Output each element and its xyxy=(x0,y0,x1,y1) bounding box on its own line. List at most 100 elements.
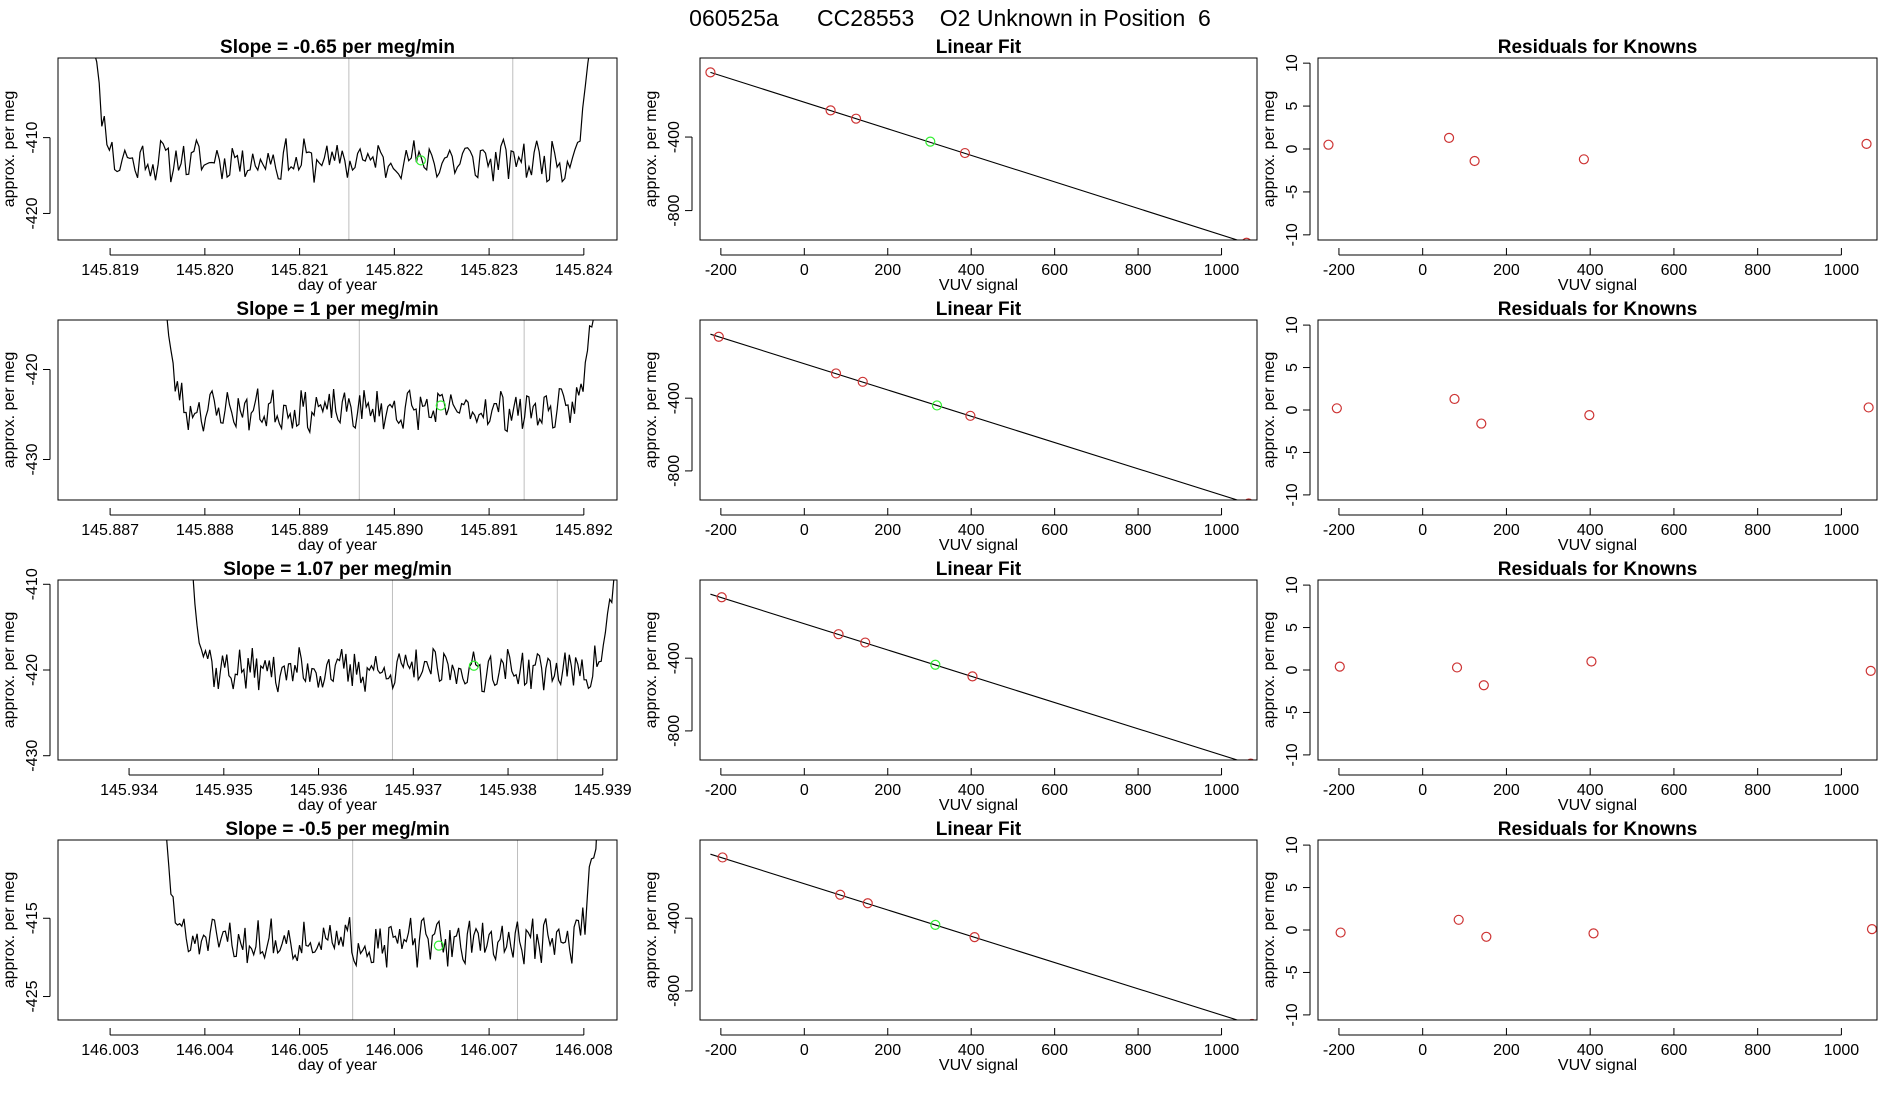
y-tick-label: -10 xyxy=(1284,483,1301,506)
x-tick-label: -200 xyxy=(705,522,737,539)
x-axis: -200 0 200 400 600 800 1000 xyxy=(705,248,1239,279)
y-tick-label: -430 xyxy=(24,740,41,772)
known-point xyxy=(1242,237,1251,240)
y-tick-label: -10 xyxy=(1284,743,1301,766)
known-point xyxy=(1476,418,1487,429)
y-tick-label: -415 xyxy=(24,902,41,934)
plot-area xyxy=(1335,914,1877,942)
x-tick-label: 800 xyxy=(1744,262,1771,279)
x-tick-label: 0 xyxy=(1418,522,1427,539)
x-axis-label: VUV signal xyxy=(939,277,1018,294)
x-tick-label: 0 xyxy=(1418,262,1427,279)
x-axis-label: VUV signal xyxy=(939,1057,1018,1074)
x-tick-label: 0 xyxy=(1418,1042,1427,1059)
x-tick-label: 600 xyxy=(1041,522,1068,539)
known-point xyxy=(959,147,971,159)
x-tick-label: 145.887 xyxy=(81,522,139,539)
y-axis-label: approx. per meg xyxy=(1,352,18,469)
x-tick-label: 600 xyxy=(1041,262,1068,279)
unknown-point xyxy=(435,400,446,411)
y-axis: 10 5 0 -5 -10 xyxy=(1284,54,1311,246)
panel-title: Linear Fit xyxy=(936,37,1022,58)
plot-area xyxy=(710,852,1256,1020)
y-axis: -410 -420 -430 xyxy=(24,568,51,772)
known-point xyxy=(1331,403,1342,414)
y-tick-label: 0 xyxy=(1284,144,1301,153)
panel-title: Slope = -0.5 per meg/min xyxy=(225,819,449,840)
x-tick-label: 200 xyxy=(1493,262,1520,279)
fit-line xyxy=(710,853,1240,1020)
y-tick-label: 0 xyxy=(1284,925,1301,934)
x-tick-label: 1000 xyxy=(1824,262,1860,279)
y-axis-label: approx. per meg xyxy=(643,612,660,729)
plot-frame xyxy=(699,319,1258,501)
x-tick-label: 145.935 xyxy=(195,782,253,799)
y-tick-label: 0 xyxy=(1284,665,1301,674)
x-axis: 145.887 145.888 145.889 145.890 145.891 145.8… xyxy=(81,508,613,539)
known-point xyxy=(1866,924,1877,935)
y-tick-label: -800 xyxy=(666,194,683,226)
plot-frame xyxy=(699,579,1258,761)
known-point xyxy=(1334,661,1345,672)
x-axis: 146.003 146.004 146.005 146.006 146.007 146.0… xyxy=(81,1028,613,1059)
x-tick-label: 200 xyxy=(874,1042,901,1059)
y-tick-label: -10 xyxy=(1284,1003,1301,1026)
x-tick-label: 145.824 xyxy=(555,262,613,279)
plot-frame xyxy=(57,57,618,241)
x-tick-label: 200 xyxy=(874,262,901,279)
x-tick-label: 200 xyxy=(1493,782,1520,799)
x-tick-label: 146.004 xyxy=(176,1042,234,1059)
y-tick-label: -425 xyxy=(24,980,41,1012)
plot-area xyxy=(1334,656,1876,691)
x-axis-label: VUV signal xyxy=(939,797,1018,814)
plot-frame xyxy=(57,839,618,1021)
unknown-point xyxy=(925,136,936,147)
y-tick-label: -5 xyxy=(1284,445,1301,459)
data-trace xyxy=(166,320,594,435)
x-tick-label: 800 xyxy=(1125,522,1152,539)
x-tick-label: 400 xyxy=(1577,1042,1604,1059)
known-point xyxy=(965,410,976,421)
x-tick-label: 146.003 xyxy=(81,1042,139,1059)
panel-1-2: Residuals for Knowns-200 0 200 400 600 800 100… xyxy=(1261,299,1878,554)
known-point xyxy=(1449,393,1460,405)
known-point xyxy=(857,376,868,387)
plot-area xyxy=(710,592,1255,760)
x-tick-label: 400 xyxy=(1577,522,1604,539)
panel-3-2: Residuals for Knowns-200 0 200 400 600 800 100… xyxy=(1261,819,1878,1074)
x-tick-label: 600 xyxy=(1661,1042,1688,1059)
x-axis: -200 0 200 400 600 800 1000 xyxy=(705,508,1239,539)
known-point xyxy=(860,637,871,648)
known-point xyxy=(1335,927,1346,938)
x-axis-label: VUV signal xyxy=(1558,277,1637,294)
plot-area xyxy=(710,331,1253,500)
y-tick-label: -410 xyxy=(24,122,41,154)
y-tick-label: 10 xyxy=(1284,836,1301,854)
x-tick-label: -200 xyxy=(1323,1042,1355,1059)
y-tick-label: 10 xyxy=(1284,54,1301,72)
y-tick-label: -5 xyxy=(1284,705,1301,719)
y-tick-label: -400 xyxy=(666,382,683,414)
x-tick-label: 200 xyxy=(874,782,901,799)
x-tick-label: -200 xyxy=(705,782,737,799)
x-tick-label: 800 xyxy=(1125,1042,1152,1059)
panel-2-2: Residuals for Knowns-200 0 200 400 600 800 100… xyxy=(1261,559,1878,814)
y-axis-label: approx. per meg xyxy=(1261,872,1278,989)
y-axis-label: approx. per meg xyxy=(643,872,660,989)
unknown-point xyxy=(930,919,941,931)
y-tick-label: -420 xyxy=(24,654,41,686)
x-tick-label: 1000 xyxy=(1824,1042,1860,1059)
known-point xyxy=(717,852,728,863)
y-tick-label: -800 xyxy=(666,455,683,487)
x-tick-label: -200 xyxy=(705,1042,737,1059)
known-point xyxy=(969,931,980,943)
y-tick-label: 5 xyxy=(1284,883,1301,892)
x-tick-label: 200 xyxy=(1493,522,1520,539)
plot-area xyxy=(166,320,594,500)
x-tick-label: 600 xyxy=(1661,522,1688,539)
x-tick-label: -200 xyxy=(1323,782,1355,799)
x-tick-label: 200 xyxy=(1493,1042,1520,1059)
